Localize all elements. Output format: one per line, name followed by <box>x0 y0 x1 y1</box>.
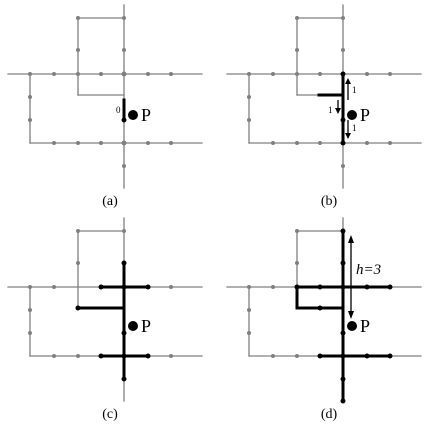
height-arrow <box>348 235 354 319</box>
annotation-up: 1 <box>352 85 357 95</box>
graph-edges-thin <box>7 4 203 189</box>
panel-d-caption: (d) <box>321 407 338 422</box>
current-node <box>121 98 127 123</box>
graph-nodes <box>28 16 173 168</box>
panel-d: h=3 P (d) <box>226 217 422 422</box>
point-p <box>128 321 138 331</box>
panel-b: 1 1 1 P (b) <box>226 4 422 209</box>
panel-c-caption: (c) <box>102 407 118 422</box>
point-p <box>347 321 357 331</box>
panel-a: 0 P (a) <box>7 4 203 209</box>
expanded-path <box>75 260 151 382</box>
graph-nodes <box>247 229 299 358</box>
graph-nodes <box>28 229 173 358</box>
height-label: h=3 <box>356 262 381 278</box>
expanded-path <box>317 71 346 146</box>
point-p <box>347 110 357 120</box>
expanded-path <box>294 228 393 404</box>
annotation-zero: 0 <box>116 105 121 115</box>
panel-c: P (c) <box>7 217 203 422</box>
annotation-left: 1 <box>328 105 333 115</box>
graph-nodes <box>247 16 392 168</box>
point-p-label: P <box>141 316 151 336</box>
point-p-label: P <box>360 316 370 336</box>
panel-b-caption: (b) <box>321 194 338 209</box>
point-p-label: P <box>360 105 370 125</box>
annotation-down: 1 <box>352 123 357 133</box>
panel-a-caption: (a) <box>102 194 118 209</box>
point-p-label: P <box>141 105 151 125</box>
point-p <box>128 110 138 120</box>
distance-arrows <box>335 78 351 139</box>
